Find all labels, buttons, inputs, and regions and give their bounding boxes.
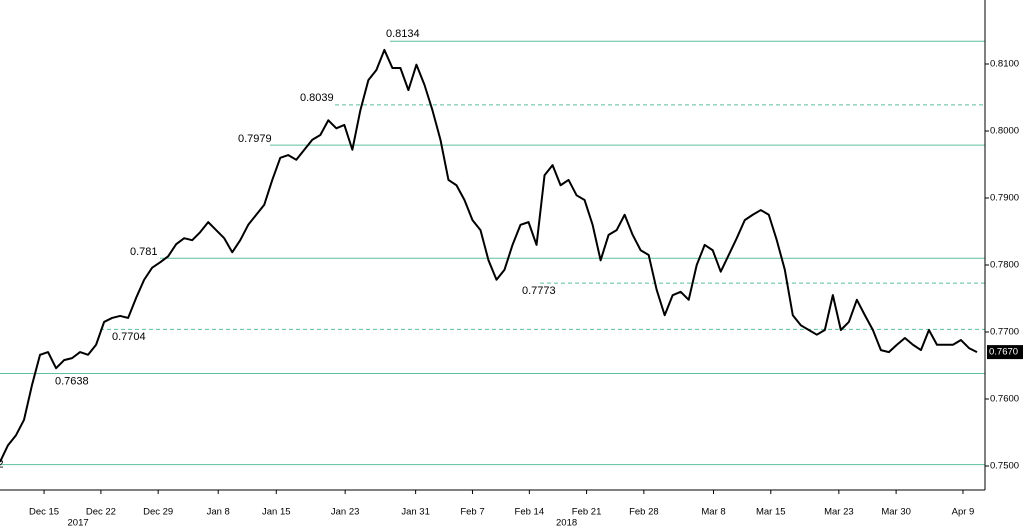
- x-tick-label: Dec 22: [86, 507, 116, 518]
- x-tick-label: Feb 21: [572, 507, 602, 518]
- level-label: 0.7704: [112, 331, 146, 343]
- last-price-label: 0.7670: [989, 347, 1018, 358]
- last-price-box: [987, 345, 1023, 360]
- year-label: 2017: [68, 518, 89, 528]
- y-tick-label: 0.8000: [990, 126, 1019, 137]
- y-tick-label: 0.7800: [990, 260, 1019, 271]
- x-tick-label: Jan 31: [401, 507, 430, 518]
- level-label: 0.7638: [55, 375, 89, 387]
- x-tick-label: Dec 15: [29, 507, 59, 518]
- level-label: 0.8134: [386, 28, 420, 40]
- y-tick-label: 0.7600: [990, 394, 1019, 405]
- y-tick-label: 0.7500: [990, 461, 1019, 472]
- year-label: 2018: [556, 518, 577, 528]
- x-tick-label: Feb 7: [460, 507, 484, 518]
- y-tick-label: 0.7700: [990, 327, 1019, 338]
- x-tick-label: Mar 8: [701, 507, 725, 518]
- level-label: 0.781: [130, 246, 158, 258]
- x-tick-label: Feb 28: [629, 507, 659, 518]
- x-tick-label: Mar 23: [824, 507, 854, 518]
- level-label: 0.8039: [300, 92, 334, 104]
- level-label: 0.7502: [0, 459, 4, 471]
- x-tick-label: Jan 15: [262, 507, 291, 518]
- x-tick-label: Apr 9: [952, 507, 975, 518]
- x-tick-label: Jan 8: [207, 507, 230, 518]
- y-tick-label: 0.7900: [990, 193, 1019, 204]
- y-tick-label: 0.8100: [990, 59, 1019, 70]
- level-label: 0.7773: [522, 285, 556, 297]
- x-tick-label: Jan 23: [331, 507, 360, 518]
- price-line: [0, 48, 978, 463]
- x-tick-label: Mar 30: [881, 507, 911, 518]
- x-tick-label: Feb 14: [515, 507, 545, 518]
- x-tick-label: Dec 29: [143, 507, 173, 518]
- x-tick-label: Mar 15: [756, 507, 786, 518]
- level-label: 0.7979: [238, 133, 272, 145]
